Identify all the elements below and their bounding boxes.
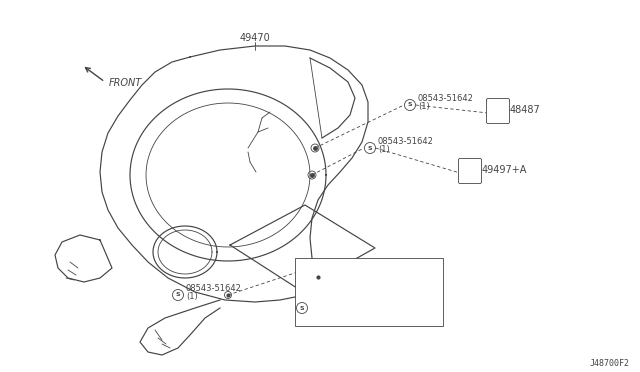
- Text: 08543-51642: 08543-51642: [418, 94, 474, 103]
- Text: W/PADDLE: W/PADDLE: [325, 263, 372, 273]
- Text: 49470: 49470: [239, 33, 270, 43]
- Circle shape: [365, 142, 376, 154]
- Circle shape: [173, 289, 184, 301]
- Text: 08543-51642: 08543-51642: [378, 137, 434, 146]
- Text: 08543-51642: 08543-51642: [310, 297, 366, 306]
- Circle shape: [404, 99, 415, 110]
- Text: S: S: [176, 292, 180, 298]
- Text: (2): (2): [310, 305, 322, 314]
- FancyBboxPatch shape: [458, 158, 481, 183]
- FancyBboxPatch shape: [486, 99, 509, 124]
- Text: (1): (1): [418, 102, 429, 111]
- Text: 48487: 48487: [510, 105, 541, 115]
- Text: FRONT: FRONT: [109, 78, 142, 88]
- Text: 08543-51642: 08543-51642: [186, 284, 242, 293]
- Text: J48700F2: J48700F2: [590, 359, 630, 369]
- Text: (1): (1): [378, 145, 390, 154]
- Bar: [295, 258, 443, 326]
- Circle shape: [296, 302, 307, 314]
- Text: S: S: [408, 103, 412, 108]
- Text: 49497+A: 49497+A: [482, 165, 527, 175]
- Text: (1): (1): [186, 292, 198, 301]
- Text: S: S: [368, 145, 372, 151]
- Text: S: S: [300, 305, 304, 311]
